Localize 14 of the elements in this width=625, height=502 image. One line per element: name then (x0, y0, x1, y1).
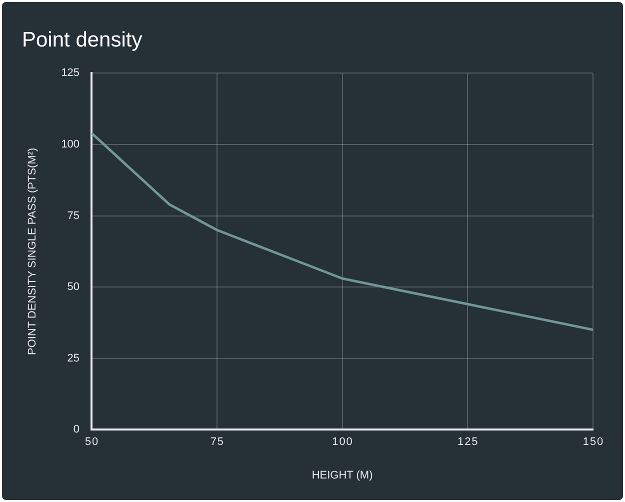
y-tick-label: 0 (73, 424, 80, 436)
x-tick-label: 1 5 0 (582, 436, 604, 448)
y-tick-label: 50 (67, 281, 80, 294)
y-tick-label: 125 (61, 67, 80, 80)
x-axis-title: HEIGHT (M) (312, 469, 373, 482)
chart-title: Point density (22, 28, 143, 52)
x-tick-label: 1 2 5 (458, 436, 478, 448)
y-tick-label: 100 (61, 138, 80, 151)
y-tick-label: 75 (67, 210, 80, 222)
x-tick-label: 1 0 0 (332, 436, 352, 448)
y-tick-label: 25 (67, 352, 80, 364)
y-axis-title: POINT DENSITY SINGLE PASS (PTS(M²) (26, 148, 39, 355)
x-tick-label: 7 5 (210, 436, 224, 448)
x-tick-label: 5 0 (84, 436, 98, 448)
